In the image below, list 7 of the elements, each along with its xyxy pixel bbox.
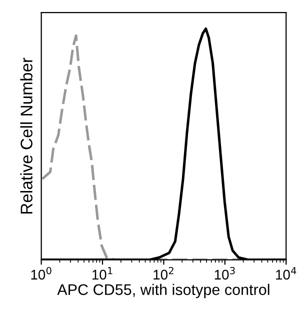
x-tick-label: 10$^{4}$ xyxy=(276,267,296,280)
x-tick-label: 10$^{3}$ xyxy=(214,266,235,280)
y-axis-title: Relative Cell Number xyxy=(20,58,32,214)
x-axis-title: APC CD55, with isotype control xyxy=(57,284,270,298)
x-tick-label: 10$^{0}$ xyxy=(31,266,52,280)
x-tick-label: 10$^{1}$ xyxy=(92,267,112,280)
x-tick-label: 10$^{2}$ xyxy=(154,266,174,280)
